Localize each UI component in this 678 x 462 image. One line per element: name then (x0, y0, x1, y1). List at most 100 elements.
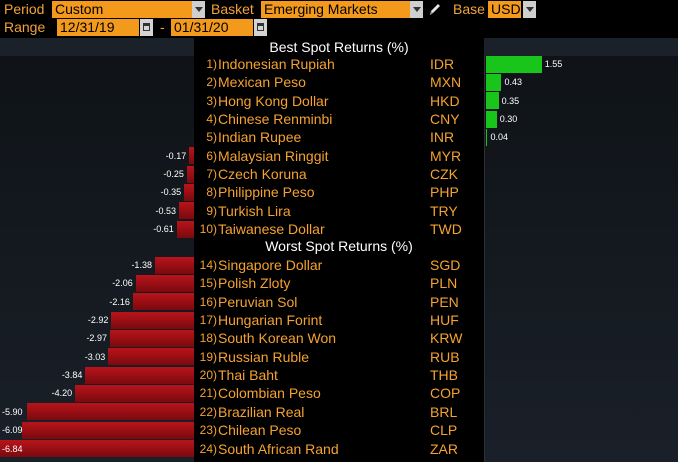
currency-row-myr-value-label: -0.17 (165, 150, 187, 161)
currency-row-try-name: Turkish Lira (218, 202, 291, 219)
currency-row-thb-value-label: -3.84 (61, 370, 83, 381)
currency-row-mxn-bar (486, 73, 502, 91)
currency-row-sgd-code: SGD (430, 257, 461, 273)
currency-row-sgd-bar (154, 256, 194, 274)
currency-row-idr-value-label: 1.55 (544, 59, 563, 69)
basket-chevron-down-icon[interactable] (410, 1, 423, 18)
currency-row-cop-bar (75, 384, 194, 402)
currency-row-cny-name: Chinese Renminbi (218, 111, 333, 128)
currency-row-hkd-name: Hong Kong Dollar (218, 92, 329, 109)
currency-row-krw-value-label: -2.97 (86, 333, 107, 344)
currency-row-inr-code: INR (430, 129, 455, 146)
currency-row-twd-bar (176, 220, 194, 238)
currency-row-rub-bar (108, 348, 194, 366)
currency-row-zar-code: ZAR (430, 440, 458, 457)
currency-row-clp-bar (21, 421, 194, 439)
currency-row-myr-bar (189, 147, 194, 165)
currency-row-pen-code: PEN (430, 293, 459, 310)
currency-row-inr-name: Indian Rupee (218, 129, 302, 146)
currency-row-krw-code: KRW (430, 330, 463, 347)
currency-row-clp-rank: 23) (199, 423, 217, 438)
period-chevron-down-icon[interactable] (192, 1, 205, 18)
currency-row-cop-rank: 21) (199, 386, 217, 401)
currency-row-idr-rank: 1) (206, 57, 217, 71)
range-end-input[interactable]: 01/31/20 (171, 19, 253, 36)
currency-row-try-value-label: -0.53 (155, 205, 177, 216)
currency-row-brl-name: Brazilian Real (218, 403, 305, 420)
currency-row-clp-name: Chilean Peso (218, 422, 302, 439)
currency-row-czk-code: CZK (430, 166, 458, 183)
currency-row-myr-rank: 6) (206, 148, 217, 163)
currency-row-huf-value-label: -2.92 (87, 315, 109, 326)
currency-row-cop-value-label: -4.20 (51, 388, 73, 399)
currency-row-pln-rank: 15) (199, 276, 217, 291)
currency-row-hkd-code: HKD (430, 92, 460, 109)
currency-row-pen-bar (132, 293, 194, 311)
currency-row-sgd-rank: 14) (199, 258, 217, 272)
currency-row-cny-code: CNY (430, 111, 460, 128)
currency-row-cny-bar (486, 110, 497, 128)
currency-row-php-value-label: -0.35 (160, 187, 182, 198)
currency-row-try-rank: 9) (206, 203, 217, 218)
currency-row-cop-name: Colombian Peso (218, 385, 321, 402)
currency-row-hkd-rank: 3) (206, 93, 217, 108)
currency-row-pen-value-label: -2.16 (109, 296, 130, 307)
currency-row-mxn-value-label: 0.43 (504, 77, 522, 88)
positive-bars-panel (484, 56, 678, 462)
currency-row-twd-value-label: -0.61 (153, 224, 174, 235)
range-start-input[interactable]: 12/31/19 (57, 19, 139, 36)
currency-row-php-name: Philippine Peso (218, 184, 315, 201)
pencil-edit-icon[interactable] (427, 1, 443, 18)
currency-row-brl-bar (27, 403, 194, 421)
currency-row-zar-value-label: -6.84 (2, 443, 23, 454)
period-dropdown[interactable]: Custom (52, 1, 192, 18)
currency-row-thb-rank: 20) (199, 368, 217, 383)
best-returns-title: Best Spot Returns (%) (269, 39, 409, 55)
currency-row-sgd-name: Singapore Dollar (218, 257, 323, 273)
currency-row-idr-bar (486, 55, 542, 73)
currency-row-cop-code: COP (430, 385, 461, 402)
currency-row-cny-value-label: 0.30 (499, 114, 518, 125)
range-separator: - (160, 19, 165, 35)
currency-row-rub-rank: 19) (199, 349, 217, 364)
currency-row-pen-name: Peruvian Sol (218, 293, 298, 310)
currency-row-huf-code: HUF (430, 312, 459, 329)
currency-row-thb-code: THB (430, 367, 458, 384)
currency-row-inr-value-label: 0.04 (490, 132, 508, 143)
currency-row-hkd-value-label: 0.35 (501, 95, 520, 106)
currency-row-zar-bar (0, 440, 194, 457)
currency-row-mxn-rank: 2) (206, 75, 217, 90)
currency-row-huf-bar (111, 311, 194, 329)
currency-row-clp-value-label: -6.09 (2, 425, 23, 436)
currency-row-inr-rank: 5) (206, 130, 217, 145)
currency-row-clp-code: CLP (430, 422, 458, 439)
range-end-calendar-icon[interactable] (254, 19, 267, 36)
currency-row-hkd-bar (486, 92, 499, 110)
currency-row-rub-code: RUB (430, 348, 460, 365)
currency-row-myr-code: MYR (430, 147, 462, 164)
range-start-calendar-icon[interactable] (140, 19, 153, 36)
currency-row-idr-name: Indonesian Rupiah (218, 56, 335, 72)
currency-row-try-code: TRY (430, 202, 458, 219)
currency-row-pen-rank: 16) (199, 294, 217, 309)
currency-row-pln-value-label: -2.06 (112, 278, 133, 289)
currency-row-zar-name: South African Rand (218, 440, 339, 457)
currency-row-huf-rank: 17) (199, 313, 217, 328)
period-label: Period (4, 1, 45, 17)
currency-row-rub-name: Russian Ruble (218, 348, 310, 365)
currency-row-thb-bar (85, 366, 194, 384)
currency-row-krw-rank: 18) (199, 331, 217, 346)
currency-row-pln-bar (135, 274, 194, 292)
currency-row-czk-rank: 7) (206, 167, 217, 182)
currency-row-brl-value-label: -5.90 (2, 406, 23, 417)
base-dropdown[interactable]: USD (488, 1, 521, 18)
basket-dropdown[interactable]: Emerging Markets (261, 1, 410, 18)
currency-row-php-bar (184, 183, 194, 201)
currency-row-huf-name: Hungarian Forint (218, 312, 323, 329)
currency-row-twd-code: TWD (430, 221, 462, 238)
base-chevron-down-icon[interactable] (523, 1, 536, 18)
currency-row-krw-name: South Korean Won (218, 330, 337, 347)
currency-row-cny-rank: 4) (206, 112, 217, 127)
currency-row-czk-value-label: -0.25 (163, 169, 184, 180)
currency-row-twd-rank: 10) (199, 222, 217, 237)
